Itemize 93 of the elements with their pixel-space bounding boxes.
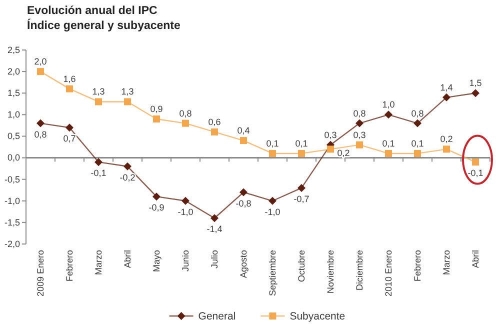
x-tick-label: Febrero: [412, 250, 422, 282]
point: [124, 162, 132, 170]
point: [269, 150, 276, 157]
y-tick-label: -1,0: [4, 196, 20, 206]
data-label: 0,8: [411, 108, 424, 118]
data-label: 1,3: [92, 86, 105, 97]
x-tick-label: Septiembre: [268, 250, 278, 296]
data-label: 0,8: [34, 129, 47, 140]
legend-label: General: [198, 310, 236, 323]
y-tick-label: 2,5: [7, 44, 20, 55]
y-tick-label: 1,5: [7, 88, 20, 98]
data-label: 0,7: [63, 134, 76, 144]
x-tick-label: Marzo: [442, 250, 452, 276]
data-label: -1,4: [206, 224, 222, 234]
point: [153, 115, 160, 122]
x-tick-label: 2009 Enero: [36, 250, 46, 297]
point: [36, 119, 44, 128]
x-tick-label: Mayo: [152, 250, 162, 272]
x-tick-label: Junio: [180, 250, 190, 272]
point: [124, 98, 131, 106]
y-tick-label: 2,0: [7, 66, 20, 77]
data-label: -1,0: [264, 206, 280, 217]
x-tick-label: Diciembre: [354, 250, 364, 291]
data-label: -0,2: [120, 172, 136, 182]
point: [414, 150, 421, 157]
point: [211, 128, 218, 136]
point: [37, 68, 44, 76]
x-tick-label: Julio: [210, 250, 220, 269]
x-tick-label: Marzo: [94, 250, 104, 276]
point: [442, 93, 450, 102]
data-label: 0,4: [237, 126, 250, 136]
data-label: 1,6: [63, 74, 76, 84]
point: [414, 119, 422, 128]
chart-title: Evolución anual del IPC: [27, 5, 158, 17]
data-label: 0,2: [337, 148, 350, 158]
data-label: 1,5: [469, 78, 482, 88]
data-label: 0,3: [324, 130, 337, 140]
y-tick-label: 1,0: [7, 110, 20, 120]
y-tick-label: -0,5: [4, 174, 20, 184]
x-tick-label: Noviembre: [326, 250, 336, 294]
data-label: 1,3: [121, 86, 134, 97]
data-label: 0,2: [440, 134, 453, 144]
point: [182, 120, 189, 127]
y-tick-label: -2,0: [4, 238, 20, 249]
legend-label: Subyacente: [290, 310, 346, 323]
point: [240, 188, 248, 196]
data-label: 0,8: [179, 108, 192, 118]
data-label: 0,8: [353, 108, 366, 118]
point: [95, 98, 102, 106]
point: [268, 196, 276, 205]
point: [472, 89, 480, 98]
x-tick-label: Agosto: [238, 250, 248, 278]
x-tick-label: Abril: [470, 250, 480, 268]
point: [356, 141, 363, 148]
point: [240, 137, 247, 144]
data-label: -0,9: [148, 202, 164, 213]
point: [298, 184, 306, 192]
data-label: 0,1: [295, 138, 308, 148]
point: [66, 85, 73, 92]
point: [443, 146, 450, 153]
point: [472, 158, 479, 166]
point: [327, 146, 334, 153]
y-tick-label: -1,5: [4, 217, 20, 228]
data-label: 0,1: [411, 138, 424, 148]
data-label: -0,1: [90, 168, 106, 178]
x-tick-label: Abril: [122, 250, 132, 268]
point: [385, 150, 392, 157]
data-label: -0,8: [236, 198, 252, 208]
point: [210, 214, 218, 222]
x-tick-label: Febrero: [64, 250, 74, 282]
point: [298, 150, 305, 157]
chart-subtitle: Índice general y subyacente: [27, 18, 180, 32]
data-label: 0,6: [208, 116, 221, 127]
y-tick-label: 0,5: [7, 131, 20, 142]
data-label: 1,4: [440, 82, 453, 92]
point: [94, 158, 102, 166]
data-label: 2,0: [34, 56, 47, 67]
point: [66, 124, 74, 132]
point: [356, 119, 364, 128]
y-tick-label: 0,0: [7, 152, 20, 163]
data-label: 1,0: [382, 100, 395, 110]
data-label: 0,1: [266, 138, 279, 148]
data-label: -0,1: [468, 168, 484, 178]
point: [152, 192, 160, 201]
x-tick-label: Octubre: [296, 250, 306, 282]
point: [384, 110, 392, 119]
data-label: 0,3: [353, 130, 366, 140]
x-tick-label: 2010 Enero: [384, 250, 394, 297]
data-label: -1,0: [178, 206, 194, 217]
data-label: 0,9: [150, 104, 163, 114]
data-label: -0,7: [294, 194, 310, 204]
point: [182, 196, 190, 205]
data-label: 0,1: [382, 138, 395, 148]
